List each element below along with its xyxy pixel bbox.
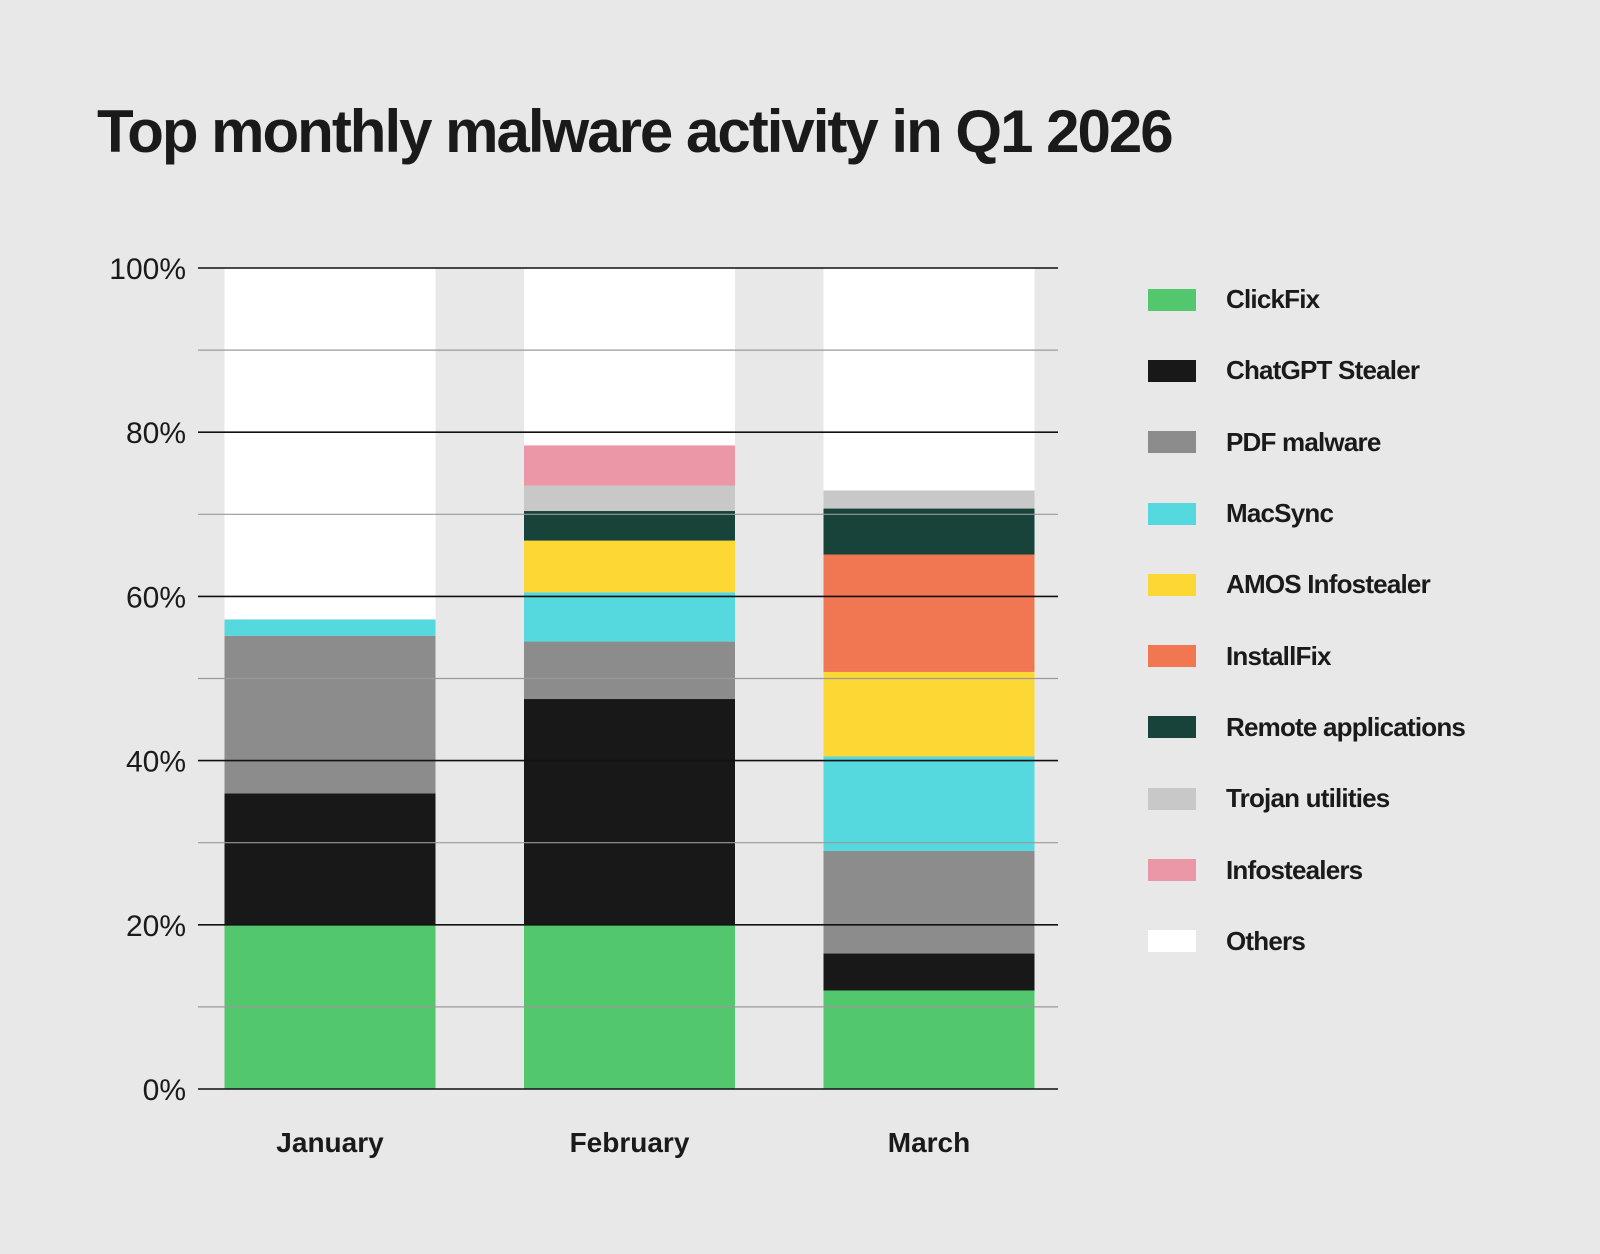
legend-item: ChatGPT Stealer [1148,335,1465,406]
bar-segment [823,990,1035,1089]
legend-item: Remote applications [1148,692,1466,763]
bar-segment [224,635,436,794]
legend-item: PDF malware [1148,407,1465,478]
legend-swatch [1148,716,1196,739]
bar-segment [524,445,735,486]
legend-label: Trojan utilities [1226,783,1390,814]
legend-label: Remote applications [1226,711,1466,742]
legend-item: Infostealers [1148,834,1465,905]
legend-swatch [1148,787,1196,810]
bar-segment [823,490,1035,509]
legend-label: Others [1226,925,1306,956]
bar-segment [524,592,735,642]
legend-item: Trojan utilities [1148,763,1465,834]
legend-swatch [1148,645,1196,668]
bar-segment [224,619,436,636]
bar-segment [224,793,436,925]
legend-label: Infostealers [1226,854,1363,885]
legend-item: InstallFix [1148,620,1465,691]
legend-label: ClickFix [1226,284,1320,315]
bar-segment [524,268,735,446]
bar-segment [524,641,735,700]
bar-segment [823,268,1035,491]
bar-segment [823,756,1035,851]
x-category-label: February [570,1127,690,1158]
legend-swatch [1148,573,1196,596]
y-tick-label: 60% [126,581,186,614]
bar-segment [224,268,436,620]
legend-label: AMOS Infostealer [1226,569,1431,600]
chart-title: Top monthly malware activity in Q1 2026 [97,98,1174,165]
legend-swatch [1148,431,1196,454]
bar-segment [823,508,1035,555]
x-category-label: January [276,1127,384,1158]
legend-item: MacSync [1148,478,1465,549]
bar-segment [823,671,1035,757]
legend: ClickFix ChatGPT Stealer PDF malware MacSyn… [1148,264,1466,977]
legend-swatch [1148,502,1196,525]
legend-swatch [1148,359,1196,382]
bar-segment [823,953,1035,991]
bar-segment [524,485,735,512]
bar-segment [823,554,1035,672]
legend-swatch [1148,859,1196,882]
bar-segment [823,850,1035,954]
legend-item: ClickFix [1148,264,1465,335]
x-category-label: March [888,1127,970,1158]
legend-item: Others [1148,906,1465,977]
bar-segment [524,511,735,541]
y-tick-label: 100% [109,253,186,286]
y-tick-label: 80% [126,417,186,450]
legend-item: AMOS Infostealer [1148,549,1465,620]
legend-swatch [1148,288,1196,311]
legend-label: ChatGPT Stealer [1226,355,1420,386]
legend-label: MacSync [1226,498,1334,529]
legend-label: PDF malware [1226,426,1381,457]
bar-segment [524,699,735,925]
y-tick-label: 40% [126,746,186,779]
legend-swatch [1148,930,1196,953]
y-tick-label: 20% [126,910,186,943]
y-tick-label: 0% [143,1074,186,1107]
bar-segment [524,540,735,593]
legend-label: InstallFix [1226,640,1332,671]
